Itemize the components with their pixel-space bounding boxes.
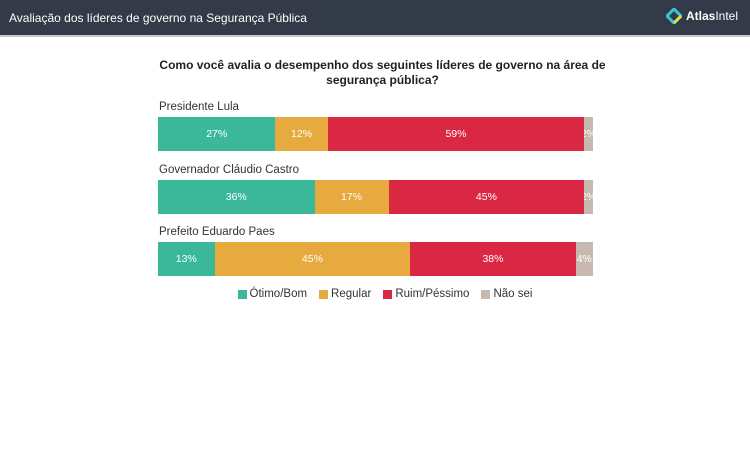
bar-row: 36%17%45%2% xyxy=(158,180,593,214)
bar-segment: 4% xyxy=(575,242,593,276)
bar-segment: 27% xyxy=(158,117,276,151)
legend: Ótimo/Bom Regular Ruim/Péssimo Não sei xyxy=(0,288,750,300)
category-label: Prefeito Eduardo Paes xyxy=(159,226,275,238)
bar-segment: 38% xyxy=(410,242,576,276)
legend-item[interactable]: Não sei xyxy=(481,288,532,300)
category-label: Governador Cláudio Castro xyxy=(159,164,299,176)
legend-label: Ruim/Péssimo xyxy=(395,288,470,300)
bar-segment: 12% xyxy=(275,117,328,151)
logo-text: Intel xyxy=(715,9,738,23)
page-title: Avaliação dos líderes de governo na Segu… xyxy=(9,11,307,25)
legend-item[interactable]: Regular xyxy=(319,288,371,300)
legend-swatch xyxy=(383,289,393,299)
category-label: Presidente Lula xyxy=(159,101,239,113)
legend-swatch xyxy=(481,289,491,299)
bar-segment: 45% xyxy=(214,242,411,276)
legend-swatch xyxy=(319,289,329,299)
chart-title: Como você avalia o desempenho dos seguin… xyxy=(159,58,606,87)
atlas-logo-icon xyxy=(665,8,682,24)
atlasintel-logo: AtlasIntel xyxy=(665,8,738,24)
bar-segment: 17% xyxy=(314,180,389,214)
bar-segment: 2% xyxy=(584,180,593,214)
bar-segment: 59% xyxy=(327,117,585,151)
legend-label: Regular xyxy=(331,288,372,300)
bar-row: 13% 45% 38% 4% xyxy=(158,242,593,276)
legend-swatch xyxy=(237,289,247,299)
bar-segment: 36% xyxy=(158,180,315,214)
legend-item[interactable]: Ruim/Péssimo xyxy=(383,288,469,300)
bar-segment: 13% xyxy=(158,242,215,276)
legend-label: Não sei xyxy=(493,288,533,300)
bar-row: 27%12%59%2% xyxy=(158,117,593,151)
bar-segment: 2% xyxy=(584,117,593,151)
bar-segment: 45% xyxy=(388,180,585,214)
legend-item[interactable]: Ótimo/Bom xyxy=(237,288,308,300)
legend-label: Ótimo/Bom xyxy=(249,288,308,300)
header-bar: Avaliação dos líderes de governo na Segu… xyxy=(0,0,750,37)
logo-text-bold: Atlas xyxy=(685,9,716,23)
